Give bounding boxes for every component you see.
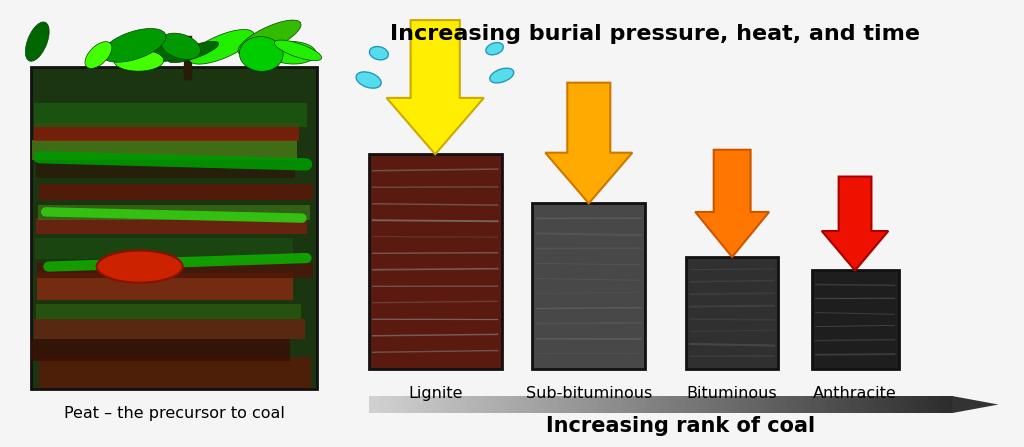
Bar: [768, 396, 773, 413]
Bar: [782, 396, 788, 413]
Bar: [690, 396, 695, 413]
Ellipse shape: [489, 68, 514, 83]
Bar: [923, 396, 929, 413]
Polygon shape: [821, 177, 888, 270]
Bar: [705, 396, 711, 413]
Bar: [864, 396, 870, 413]
Bar: [602, 396, 608, 413]
Bar: [816, 396, 822, 413]
Bar: [427, 396, 433, 413]
Bar: [505, 396, 511, 413]
Bar: [913, 396, 920, 413]
Ellipse shape: [114, 50, 164, 71]
Polygon shape: [695, 150, 769, 257]
Ellipse shape: [274, 40, 322, 61]
Bar: [34, 319, 304, 339]
Bar: [699, 396, 706, 413]
Bar: [568, 396, 573, 413]
Ellipse shape: [161, 33, 201, 59]
Bar: [786, 396, 793, 413]
Bar: [393, 396, 398, 413]
Bar: [441, 396, 447, 413]
Bar: [908, 396, 914, 413]
Bar: [933, 396, 939, 413]
Bar: [436, 396, 442, 413]
Bar: [529, 396, 536, 413]
Bar: [825, 396, 831, 413]
Bar: [869, 396, 876, 413]
Bar: [36, 238, 293, 259]
Bar: [432, 396, 437, 413]
Text: Sub-bituminous: Sub-bituminous: [525, 386, 652, 401]
Bar: [841, 396, 846, 413]
Bar: [724, 396, 729, 413]
Bar: [758, 396, 764, 413]
Bar: [830, 396, 837, 413]
Bar: [753, 396, 759, 413]
Bar: [422, 396, 428, 413]
Bar: [928, 396, 934, 413]
Bar: [31, 339, 291, 361]
Bar: [37, 273, 293, 300]
Bar: [466, 396, 472, 413]
Bar: [496, 396, 501, 413]
Bar: [811, 396, 817, 413]
Bar: [802, 396, 807, 413]
Bar: [646, 396, 651, 413]
Ellipse shape: [238, 20, 301, 55]
Bar: [855, 396, 861, 413]
Text: Increasing burial pressure, heat, and time: Increasing burial pressure, heat, and ti…: [390, 24, 921, 43]
Bar: [471, 396, 476, 413]
Text: Anthracite: Anthracite: [813, 386, 897, 401]
Bar: [510, 396, 515, 413]
Bar: [680, 396, 686, 413]
Bar: [408, 396, 414, 413]
Bar: [31, 67, 317, 389]
Ellipse shape: [268, 42, 316, 64]
Bar: [919, 396, 924, 413]
Bar: [446, 396, 453, 413]
Bar: [388, 396, 394, 413]
Ellipse shape: [26, 22, 49, 61]
Bar: [738, 396, 744, 413]
Bar: [34, 103, 307, 127]
Bar: [413, 396, 418, 413]
Ellipse shape: [102, 29, 166, 62]
Bar: [797, 396, 803, 413]
Bar: [519, 396, 525, 413]
Bar: [938, 396, 944, 413]
Bar: [903, 396, 909, 413]
Bar: [874, 396, 881, 413]
Ellipse shape: [240, 37, 284, 72]
Bar: [36, 304, 301, 319]
Bar: [666, 396, 672, 413]
Bar: [636, 396, 642, 413]
Bar: [524, 396, 530, 413]
Bar: [532, 203, 645, 369]
Bar: [383, 396, 389, 413]
Bar: [402, 396, 409, 413]
Bar: [714, 396, 720, 413]
Bar: [480, 396, 486, 413]
Bar: [452, 396, 457, 413]
Bar: [475, 396, 481, 413]
Bar: [675, 396, 681, 413]
Ellipse shape: [85, 42, 112, 68]
Bar: [709, 396, 715, 413]
Bar: [374, 396, 379, 413]
Bar: [485, 396, 492, 413]
Bar: [397, 396, 403, 413]
Bar: [821, 396, 827, 413]
Bar: [588, 396, 594, 413]
Bar: [836, 396, 842, 413]
Ellipse shape: [356, 72, 381, 88]
Bar: [607, 396, 612, 413]
Bar: [369, 396, 375, 413]
Bar: [583, 396, 589, 413]
Bar: [694, 396, 700, 413]
Bar: [611, 396, 617, 413]
Bar: [558, 396, 564, 413]
Ellipse shape: [138, 40, 191, 62]
Ellipse shape: [485, 42, 504, 55]
